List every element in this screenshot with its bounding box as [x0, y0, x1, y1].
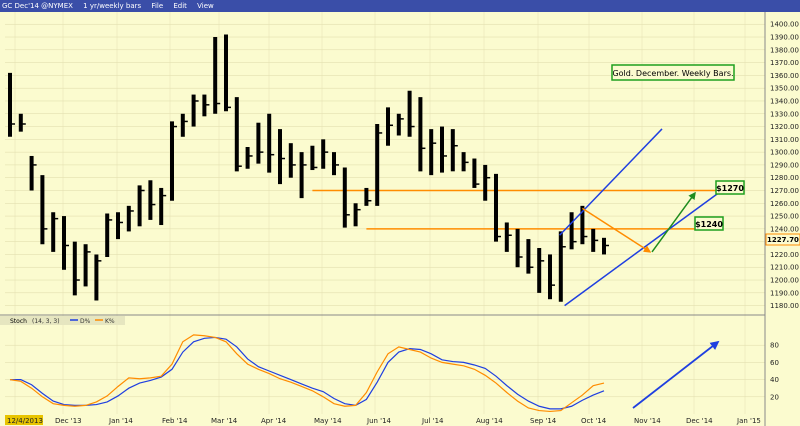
price-tick-label: 1340.00 — [770, 97, 799, 105]
price-tick-label: 1220.00 — [770, 251, 799, 259]
price-tick-label: 1370.00 — [770, 59, 799, 67]
menu-edit[interactable]: Edit — [173, 2, 187, 10]
stochastic-lines — [9, 334, 605, 413]
price-tick-label: 1310.00 — [770, 136, 799, 144]
k-legend-label: K% — [105, 318, 115, 325]
stoch-d-line — [10, 336, 605, 410]
time-tick-label: Oct '14 — [581, 417, 607, 425]
time-tick-label: Jan '14 — [108, 417, 133, 425]
stoch-tick-label: 60 — [770, 359, 779, 367]
time-tick-label: 12/4/2013 — [7, 417, 43, 425]
price-tick-label: 1390.00 — [770, 34, 799, 42]
time-tick-label: Aug '14 — [476, 417, 503, 425]
channel-upper-line — [559, 128, 663, 236]
menu-file[interactable]: File — [151, 2, 164, 10]
last-price-marker: 1227.70 — [765, 233, 800, 246]
stoch-tick-label: 80 — [770, 342, 779, 350]
time-tick-label: Dec '13 — [55, 417, 82, 425]
price-tick-label: 1200.00 — [770, 277, 799, 285]
chart-toolbar: GC Dec'14 @NYMEX 1 yr/weekly bars File E… — [0, 0, 800, 12]
price-tick-label: 1380.00 — [770, 46, 799, 54]
symbol-selector[interactable]: GC Dec'14 @NYMEX — [2, 2, 73, 10]
label-1270-text: $1270 — [716, 184, 744, 193]
price-tick-label: 1330.00 — [770, 110, 799, 118]
price-tick-label: 1250.00 — [770, 213, 799, 221]
down-arrow — [581, 207, 652, 253]
price-tick-label: 1290.00 — [770, 161, 799, 169]
time-tick-label: Dec '14 — [686, 417, 713, 425]
title-annotation: Gold. December. Weekly Bars. — [611, 64, 735, 81]
price-tick-label: 1210.00 — [770, 264, 799, 272]
last-price-text: 1227.70 — [767, 236, 799, 244]
price-bars — [8, 34, 609, 302]
stoch-k-line — [9, 334, 605, 413]
trend-channel — [559, 128, 721, 307]
time-tick-label: Sep '14 — [530, 417, 557, 425]
interval-selector[interactable]: 1 yr/weekly bars — [83, 2, 142, 10]
price-tick-label: 1280.00 — [770, 174, 799, 182]
price-tick-label: 1240.00 — [770, 225, 799, 233]
time-tick-label: Jun '14 — [366, 417, 392, 425]
stoch-params: (14, 3, 3) — [32, 318, 60, 325]
projection-arrows — [581, 191, 720, 409]
stoch-tick-label: 20 — [770, 393, 779, 401]
support-resistance-lines — [312, 189, 718, 230]
price-tick-label: 1320.00 — [770, 123, 799, 131]
time-tick-label: Apr '14 — [261, 417, 287, 425]
label-1240-text: $1240 — [695, 220, 723, 229]
stoch-tick-label: 40 — [770, 376, 779, 384]
title-annotation-text: Gold. December. Weekly Bars. — [612, 69, 733, 78]
price-axis: 1180.001190.001200.001210.001220.001230.… — [770, 21, 799, 310]
stoch-axis: 20 40 60 80 — [770, 342, 779, 402]
chart-canvas[interactable]: 1180.001190.001200.001210.001220.001230.… — [0, 12, 800, 426]
label-1240: $1240 — [694, 216, 724, 231]
menu-view[interactable]: View — [197, 2, 214, 10]
price-tick-label: 1180.00 — [770, 302, 799, 310]
time-tick-label: Jan '15 — [736, 417, 761, 425]
price-tick-label: 1260.00 — [770, 200, 799, 208]
grid — [5, 12, 765, 414]
channel-lower-line — [564, 191, 721, 307]
up-arrow — [651, 191, 696, 253]
stoch-up-arrow — [632, 340, 720, 409]
time-tick-label: Jul '14 — [421, 417, 444, 425]
price-tick-label: 1270.00 — [770, 187, 799, 195]
stoch-name: Stoch — [10, 318, 27, 325]
price-tick-label: 1400.00 — [770, 21, 799, 29]
price-tick-label: 1190.00 — [770, 289, 799, 297]
price-tick-label: 1300.00 — [770, 149, 799, 157]
start-date-highlight — [5, 415, 43, 425]
d-legend-label: D% — [80, 318, 91, 325]
price-tick-label: 1350.00 — [770, 85, 799, 93]
time-tick-label: May '14 — [314, 417, 342, 425]
stoch-legend: Stoch (14, 3, 3) D% K% — [0, 316, 125, 325]
time-tick-label: Mar '14 — [211, 417, 238, 425]
time-axis: 12/4/2013 Dec '13 Jan '14 Feb '14 Mar '14 Apr… — [5, 415, 761, 425]
time-tick-label: Nov '14 — [634, 417, 661, 425]
time-tick-label: Feb '14 — [162, 417, 188, 425]
price-tick-label: 1360.00 — [770, 72, 799, 80]
label-1270: $1270 — [715, 180, 745, 195]
